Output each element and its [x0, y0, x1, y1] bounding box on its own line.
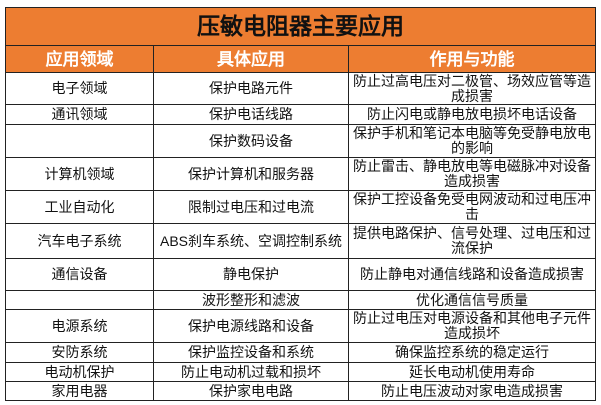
- application-cell: 保护家电电路: [153, 381, 349, 401]
- table-row: 汽车电子系统 ABS刹车系统、空调控制系统 提供电路保护、信号处理、过电压和过流保护: [5, 223, 597, 259]
- function-cell: 防止雷击、静电放电等电磁脉冲对设备造成损害: [347, 157, 597, 191]
- table-title: 压敏电阻器主要应用: [4, 7, 597, 46]
- table-row: 电子领域 保护电路元件 防止过高电压对二极管、场效应管等造成损害: [5, 72, 597, 105]
- table-row: 保护数码设备 保护手机和笔记本电脑等免受静电放电的影响: [5, 124, 597, 158]
- table-row: 家用电器 保护家电电路 防止电压波动对家电造成损害: [5, 381, 597, 401]
- header-function: 作用与功能: [347, 45, 597, 73]
- function-cell: 防止过电压对电源设备和其他电子元件造成损坏: [347, 309, 597, 343]
- field-cell: 家用电器: [5, 381, 154, 401]
- application-cell: 波形整形和滤波: [153, 290, 349, 310]
- application-cell: 保护数码设备: [153, 124, 349, 158]
- table-row: 安防系统 保护监控设备和系统 确保监控系统的稳定运行: [5, 342, 597, 363]
- field-cell: 通信设备: [5, 258, 154, 291]
- function-cell: 优化通信信号质量: [347, 290, 597, 310]
- applications-table: 压敏电阻器主要应用 应用领域 具体应用 作用与功能 电子领域 保护电路元件 防止过高…: [4, 7, 597, 401]
- function-cell: 防止静电对通信线路和设备造成损害: [347, 258, 597, 291]
- field-cell: 电源系统: [5, 309, 154, 343]
- field-cell: 电子领域: [5, 72, 154, 105]
- table-row: 通信设备 静电保护 防止静电对通信线路和设备造成损害: [5, 258, 597, 291]
- field-cell: [5, 290, 154, 310]
- table-row: 电动机保护 防止电动机过载和损坏 延长电动机使用寿命: [5, 362, 597, 382]
- application-cell: 防止电动机过载和损坏: [153, 362, 349, 382]
- table-row: 计算机领域 保护计算机和服务器 防止雷击、静电放电等电磁脉冲对设备造成损害: [5, 157, 597, 191]
- application-cell: ABS刹车系统、空调控制系统: [153, 223, 349, 259]
- function-cell: 防止电压波动对家电造成损害: [347, 381, 597, 401]
- field-cell: 电动机保护: [5, 362, 154, 382]
- field-cell: 通讯领域: [5, 104, 154, 125]
- field-cell: 计算机领域: [5, 157, 154, 191]
- function-cell: 保护手机和笔记本电脑等免受静电放电的影响: [347, 124, 597, 158]
- application-cell: 静电保护: [153, 258, 349, 291]
- application-cell: 保护计算机和服务器: [153, 157, 349, 191]
- field-cell: 工业自动化: [5, 190, 154, 224]
- function-cell: 保护工控设备免受电网波动和过电压冲击: [347, 190, 597, 224]
- header-field: 应用领域: [5, 45, 154, 73]
- header-application: 具体应用: [153, 45, 349, 73]
- application-cell: 保护监控设备和系统: [153, 342, 349, 363]
- table-row: 波形整形和滤波 优化通信信号质量: [5, 290, 597, 310]
- application-cell: 保护电源线路和设备: [153, 309, 349, 343]
- field-cell: 安防系统: [5, 342, 154, 363]
- field-cell: [5, 124, 154, 158]
- table-row: 通讯领域 保护电话线路 防止闪电或静电放电损坏电话设备: [5, 104, 597, 125]
- application-cell: 限制过电压和过电流: [153, 190, 349, 224]
- application-cell: 保护电话线路: [153, 104, 349, 125]
- function-cell: 防止闪电或静电放电损坏电话设备: [347, 104, 597, 125]
- field-cell: 汽车电子系统: [5, 223, 154, 259]
- table-row: 电源系统 保护电源线路和设备 防止过电压对电源设备和其他电子元件造成损坏: [5, 309, 597, 343]
- function-cell: 提供电路保护、信号处理、过电压和过流保护: [347, 223, 597, 259]
- function-cell: 防止过高电压对二极管、场效应管等造成损害: [347, 72, 597, 105]
- function-cell: 确保监控系统的稳定运行: [347, 342, 597, 363]
- table-row: 工业自动化 限制过电压和过电流 保护工控设备免受电网波动和过电压冲击: [5, 190, 597, 224]
- application-cell: 保护电路元件: [153, 72, 349, 105]
- function-cell: 延长电动机使用寿命: [347, 362, 597, 382]
